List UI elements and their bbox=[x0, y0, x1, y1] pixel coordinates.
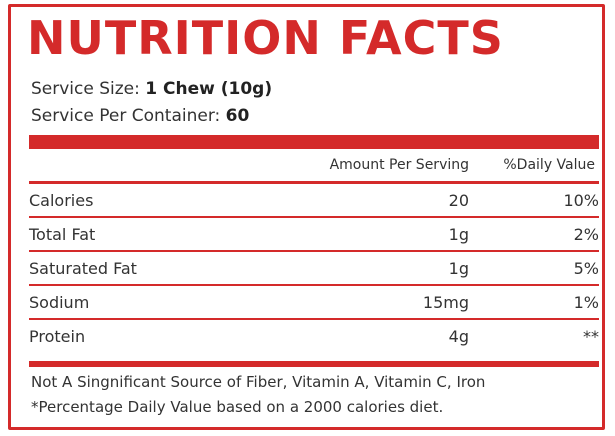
servings-per-container-value: 60 bbox=[225, 106, 250, 126]
header-nutrient bbox=[29, 149, 269, 184]
nutrient-name: Sodium bbox=[29, 285, 269, 320]
nutrient-daily-value: ** bbox=[583, 326, 599, 346]
nutrient-name: Total Fat bbox=[29, 217, 269, 252]
serving-size: Service Size: 1 Chew (10g) bbox=[31, 79, 272, 99]
nutrition-table: Amount Per Serving %Daily Value Calories… bbox=[29, 149, 599, 352]
nutrient-amount: 4g bbox=[448, 326, 469, 346]
table-row: Sodium 15mg 1% bbox=[29, 285, 599, 320]
serving-size-label: Service Size: bbox=[31, 79, 146, 99]
footnote-daily-value: *Percentage Daily Value based on a 2000 … bbox=[31, 398, 444, 416]
nutrient-amount: 20 bbox=[269, 182, 469, 218]
nutrition-facts-panel: NUTRITION FACTS Service Size: 1 Chew (10… bbox=[8, 4, 605, 430]
nutrient-daily-value: 2% bbox=[469, 217, 599, 252]
table-row: Total Fat 1g 2% bbox=[29, 217, 599, 252]
serving-size-value: 1 Chew (10g) bbox=[145, 79, 273, 99]
nutrient-daily-value: 5% bbox=[469, 251, 599, 286]
footnote-sources: Not A Singnificant Source of Fiber, Vita… bbox=[31, 373, 486, 391]
nutrient-name: Calories bbox=[29, 182, 269, 218]
table-row: Protein 4g ** bbox=[29, 319, 599, 352]
nutrient-amount: 1g bbox=[269, 251, 469, 286]
nutrient-daily-value: 10% bbox=[469, 182, 599, 218]
page-title: NUTRITION FACTS bbox=[27, 11, 504, 65]
header-amount: Amount Per Serving bbox=[269, 149, 469, 184]
nutrient-amount: 1g bbox=[269, 217, 469, 252]
servings-per-container: Service Per Container: 60 bbox=[31, 106, 249, 126]
nutrient-name: Saturated Fat bbox=[29, 251, 269, 286]
nutrient-name: Protein bbox=[29, 326, 86, 346]
thick-divider bbox=[29, 135, 599, 149]
table-row: Calories 20 10% bbox=[29, 182, 599, 218]
nutrient-amount: 15mg bbox=[269, 285, 469, 320]
bottom-divider bbox=[29, 361, 599, 367]
header-daily-value: %Daily Value bbox=[469, 149, 599, 184]
nutrient-daily-value: 1% bbox=[469, 285, 599, 320]
table-header-row: Amount Per Serving %Daily Value bbox=[29, 149, 599, 184]
servings-per-container-label: Service Per Container: bbox=[31, 106, 226, 126]
table-row: Saturated Fat 1g 5% bbox=[29, 251, 599, 286]
